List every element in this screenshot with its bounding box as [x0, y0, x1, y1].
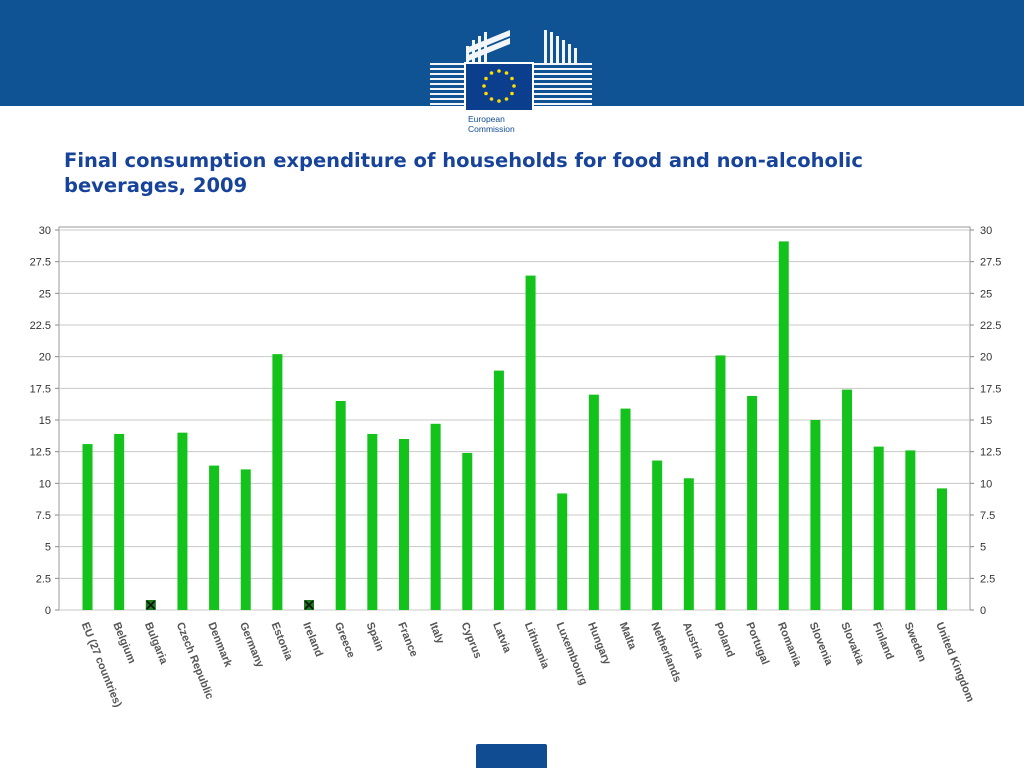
- y-tick-label-right: 10: [980, 478, 992, 490]
- x-tick-label: Poland: [712, 621, 737, 659]
- x-tick-label: Belgium: [110, 621, 137, 666]
- chart-svg: 0 0 2.5 2.5 5 5 7.5 7.5 10 10 12.5 12.5 15 15 17.5 17.5…: [30, 225, 1002, 709]
- x-tick-label: Denmark: [205, 621, 234, 670]
- x-tick-label: Netherlands: [648, 621, 683, 684]
- bar: [398, 439, 409, 610]
- y-tick-label-left: 27.5: [30, 257, 51, 269]
- y-tick-label-left: 2.5: [36, 573, 51, 585]
- bar: [209, 465, 220, 610]
- x-tick-label: Malta: [617, 621, 639, 652]
- bar: [462, 452, 473, 610]
- logo-text-line2: Commission: [468, 124, 515, 134]
- y-tick-label-left: 25: [39, 288, 51, 300]
- x-tick-label: Finland: [870, 621, 896, 662]
- y-tick-label-left: 15: [39, 415, 51, 427]
- bar: [272, 354, 283, 610]
- bar: [430, 423, 441, 610]
- bar: [873, 446, 884, 610]
- y-tick-label-right: 5: [980, 542, 986, 554]
- x-tick-label: Spain: [364, 621, 386, 654]
- x-tick-label: Greece: [332, 621, 357, 660]
- y-tick-label-right: 0: [980, 605, 986, 617]
- bar: [620, 408, 631, 610]
- y-tick-label-left: 30: [39, 225, 51, 237]
- x-tick-label: Lithuania: [522, 621, 552, 672]
- bar: [177, 432, 188, 610]
- bar: [810, 420, 821, 610]
- y-tick-label-right: 7.5: [980, 510, 995, 522]
- y-tick-label-right: 20: [980, 352, 992, 364]
- bar: [240, 469, 251, 610]
- bar: [747, 395, 758, 610]
- y-tick-label-right: 30: [980, 225, 992, 237]
- y-tick-label-left: 0: [45, 605, 51, 617]
- eu-stars-icon: [482, 69, 516, 103]
- bar: [905, 450, 916, 610]
- x-tick-label: Slovakia: [838, 621, 866, 668]
- bar: [683, 478, 694, 610]
- bar: [82, 444, 93, 610]
- logo-text-line1: European: [468, 114, 505, 124]
- bar: [652, 460, 663, 610]
- bar: [493, 370, 504, 610]
- y-tick-label-left: 10: [39, 478, 51, 490]
- y-tick-label-right: 2.5: [980, 573, 995, 585]
- missing-value-x-icon: [146, 600, 156, 610]
- european-commission-logo: European Commission: [428, 26, 596, 142]
- x-tick-label: France: [395, 621, 420, 659]
- x-tick-label: Cyprus: [458, 621, 483, 661]
- y-tick-label-right: 12.5: [980, 447, 1001, 459]
- bar: [715, 355, 726, 610]
- y-tick-label-right: 25: [980, 288, 992, 300]
- bar: [842, 389, 853, 610]
- y-tick-label-right: 22.5: [980, 320, 1001, 332]
- x-tick-label: Ireland: [300, 621, 325, 659]
- x-tick-label: Sweden: [902, 621, 929, 664]
- y-tick-label-left: 5: [45, 542, 51, 554]
- y-tick-label-left: 22.5: [30, 320, 51, 332]
- x-tick-label: Portugal: [743, 621, 771, 667]
- y-tick-label-right: 17.5: [980, 383, 1001, 395]
- x-tick-label: Bulgaria: [142, 621, 170, 667]
- bar: [937, 488, 947, 610]
- bar: [367, 433, 378, 610]
- x-tick-label: Slovenia: [807, 621, 835, 668]
- x-tick-label: Hungary: [585, 621, 613, 668]
- y-tick-label-right: 15: [980, 415, 992, 427]
- x-tick-label: Italy: [427, 621, 447, 647]
- y-tick-label-left: 7.5: [36, 510, 51, 522]
- bar: [588, 394, 599, 610]
- bar: [525, 275, 536, 610]
- bar: [114, 433, 125, 610]
- bar: [778, 241, 789, 610]
- y-tick-label-right: 27.5: [980, 257, 1001, 269]
- plot-frame: [58, 226, 971, 611]
- x-tick-label: United Kingdom: [933, 621, 976, 704]
- bar-chart: 0 0 2.5 2.5 5 5 7.5 7.5 10 10 12.5 12.5 15 15 17.5 17.5…: [0, 220, 1024, 740]
- footer-tab: [476, 744, 547, 768]
- x-tick-label: Austria: [680, 621, 706, 661]
- y-tick-label-left: 12.5: [30, 447, 51, 459]
- missing-value-x-icon: [304, 600, 314, 610]
- y-tick-label-left: 20: [39, 352, 51, 364]
- page-title: Final consumption expenditure of househo…: [64, 149, 863, 197]
- x-tick-label: Romania: [775, 621, 804, 669]
- y-tick-label-left: 17.5: [30, 383, 51, 395]
- bar: [557, 493, 568, 610]
- bar: [335, 401, 346, 610]
- x-tick-label: Germany: [237, 621, 266, 671]
- x-tick-label: Latvia: [490, 621, 513, 656]
- x-tick-label: Estonia: [269, 621, 295, 663]
- x-tick-label: Luxembourg: [553, 621, 589, 687]
